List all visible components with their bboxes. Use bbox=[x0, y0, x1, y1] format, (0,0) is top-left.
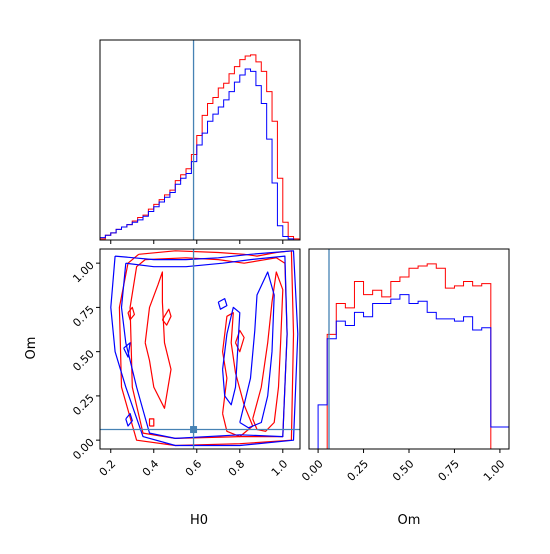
contour-x-tick-label: 0.2 bbox=[97, 457, 119, 479]
y-axis-label-om: Om bbox=[24, 337, 39, 360]
contour-y-tick-label: 1.00 bbox=[70, 259, 97, 286]
hist-h0-series-blue bbox=[99, 68, 299, 241]
contour-red-level bbox=[252, 271, 284, 432]
panel-hist-h0 bbox=[99, 39, 301, 244]
contour-blue-level bbox=[123, 342, 131, 358]
contour-blue-level bbox=[239, 271, 275, 429]
hist-om-x-tick-label: 0.25 bbox=[345, 457, 372, 484]
contour-x-tick-label: 1.0 bbox=[269, 457, 291, 479]
contour-x-tick-label: 0.6 bbox=[183, 457, 205, 479]
hist-h0-series-red bbox=[99, 54, 300, 240]
hist-om-series-red bbox=[309, 263, 509, 450]
contour-blue-level bbox=[222, 306, 241, 406]
contour-frame bbox=[99, 248, 301, 450]
contour-blue-level bbox=[110, 250, 299, 447]
x-axis-label-h0: H0 bbox=[190, 513, 208, 528]
hist-om-x-tick-label: 0.00 bbox=[299, 457, 326, 484]
hist-om-series-blue bbox=[309, 294, 510, 450]
panel-hist-om: 0.00 0.25 0.50 0.75 1.00 bbox=[299, 248, 510, 484]
hist-h0-frame bbox=[99, 39, 301, 241]
hist-om-x-tick-label: 1.00 bbox=[481, 457, 508, 484]
contour-y-tick-label: 0.25 bbox=[70, 392, 97, 419]
contour-truth-marker bbox=[190, 426, 198, 434]
contour-x-tick-label: 0.8 bbox=[226, 457, 248, 479]
contour-blue-level bbox=[125, 413, 133, 427]
contour-lines bbox=[110, 250, 299, 447]
contour-red-level bbox=[127, 306, 135, 321]
contour-y-tick-label: 0.75 bbox=[70, 303, 97, 330]
contour-blue-level bbox=[120, 255, 288, 439]
contour-y-tick-label: 0.50 bbox=[70, 347, 97, 374]
hist-om-x-tick-label: 0.50 bbox=[390, 457, 417, 484]
hist-om-x-tick-label: 0.75 bbox=[436, 457, 463, 484]
contour-blue-level bbox=[217, 298, 228, 310]
contour-red-level bbox=[148, 418, 155, 427]
panel-contour-h0-om: 0.2 0.4 0.6 0.8 1.0 0.00 0.25 0.50 0.75 1.00 bbox=[70, 248, 301, 479]
contour-red-level bbox=[144, 271, 172, 409]
x-axis-label-om: Om bbox=[398, 513, 421, 528]
contour-red-level bbox=[161, 308, 172, 326]
contour-x-tick-label: 0.4 bbox=[140, 457, 162, 479]
contour-red-level bbox=[118, 250, 295, 447]
contour-red-level bbox=[234, 329, 245, 353]
contour-y-tick-label: 0.00 bbox=[70, 436, 97, 463]
contour-red-level bbox=[222, 312, 254, 438]
hist-om-frame bbox=[308, 248, 510, 450]
